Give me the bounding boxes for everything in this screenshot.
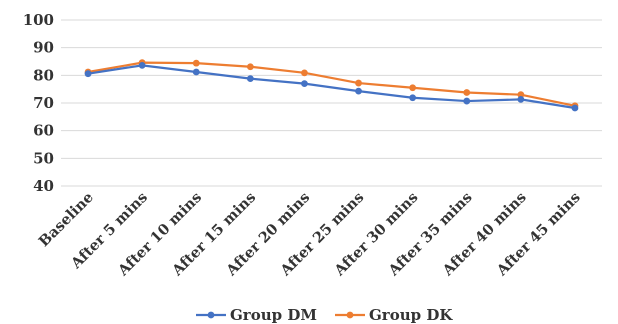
- data-point: [192, 59, 200, 67]
- series-line-1: [87, 61, 576, 107]
- y-tick-label: 70: [33, 94, 54, 112]
- legend-label: Group DM: [230, 306, 317, 324]
- y-tick-label: 80: [33, 66, 54, 84]
- data-point: [84, 70, 92, 78]
- data-point: [246, 63, 254, 71]
- y-tick-label: 100: [23, 11, 54, 29]
- data-point: [409, 94, 417, 102]
- y-tick-label: 40: [33, 177, 54, 195]
- series-line-0: [87, 64, 576, 110]
- legend-label: Group DK: [369, 306, 453, 324]
- y-tick-label: 50: [33, 149, 54, 167]
- data-point: [192, 68, 200, 76]
- legend-swatch-marker: [207, 311, 215, 319]
- y-tick-label: 60: [33, 122, 54, 140]
- legend: Group DM Group DK: [196, 306, 453, 324]
- legend-swatch-marker: [346, 311, 354, 319]
- data-point: [409, 84, 417, 92]
- data-point: [571, 104, 579, 112]
- data-point: [517, 91, 525, 99]
- data-point: [463, 89, 471, 96]
- gridlines: [61, 19, 602, 187]
- data-point: [517, 96, 525, 103]
- data-point: [463, 97, 471, 105]
- data-point: [301, 80, 308, 88]
- data-point: [355, 79, 362, 87]
- data-point: [301, 69, 308, 77]
- series-lines: [84, 59, 579, 112]
- data-point: [355, 87, 362, 95]
- data-point: [138, 61, 146, 69]
- data-point: [246, 75, 254, 83]
- y-tick-label: 90: [33, 39, 54, 57]
- y-axis-ticks: 40 50 60 70 80 90 100: [23, 11, 54, 195]
